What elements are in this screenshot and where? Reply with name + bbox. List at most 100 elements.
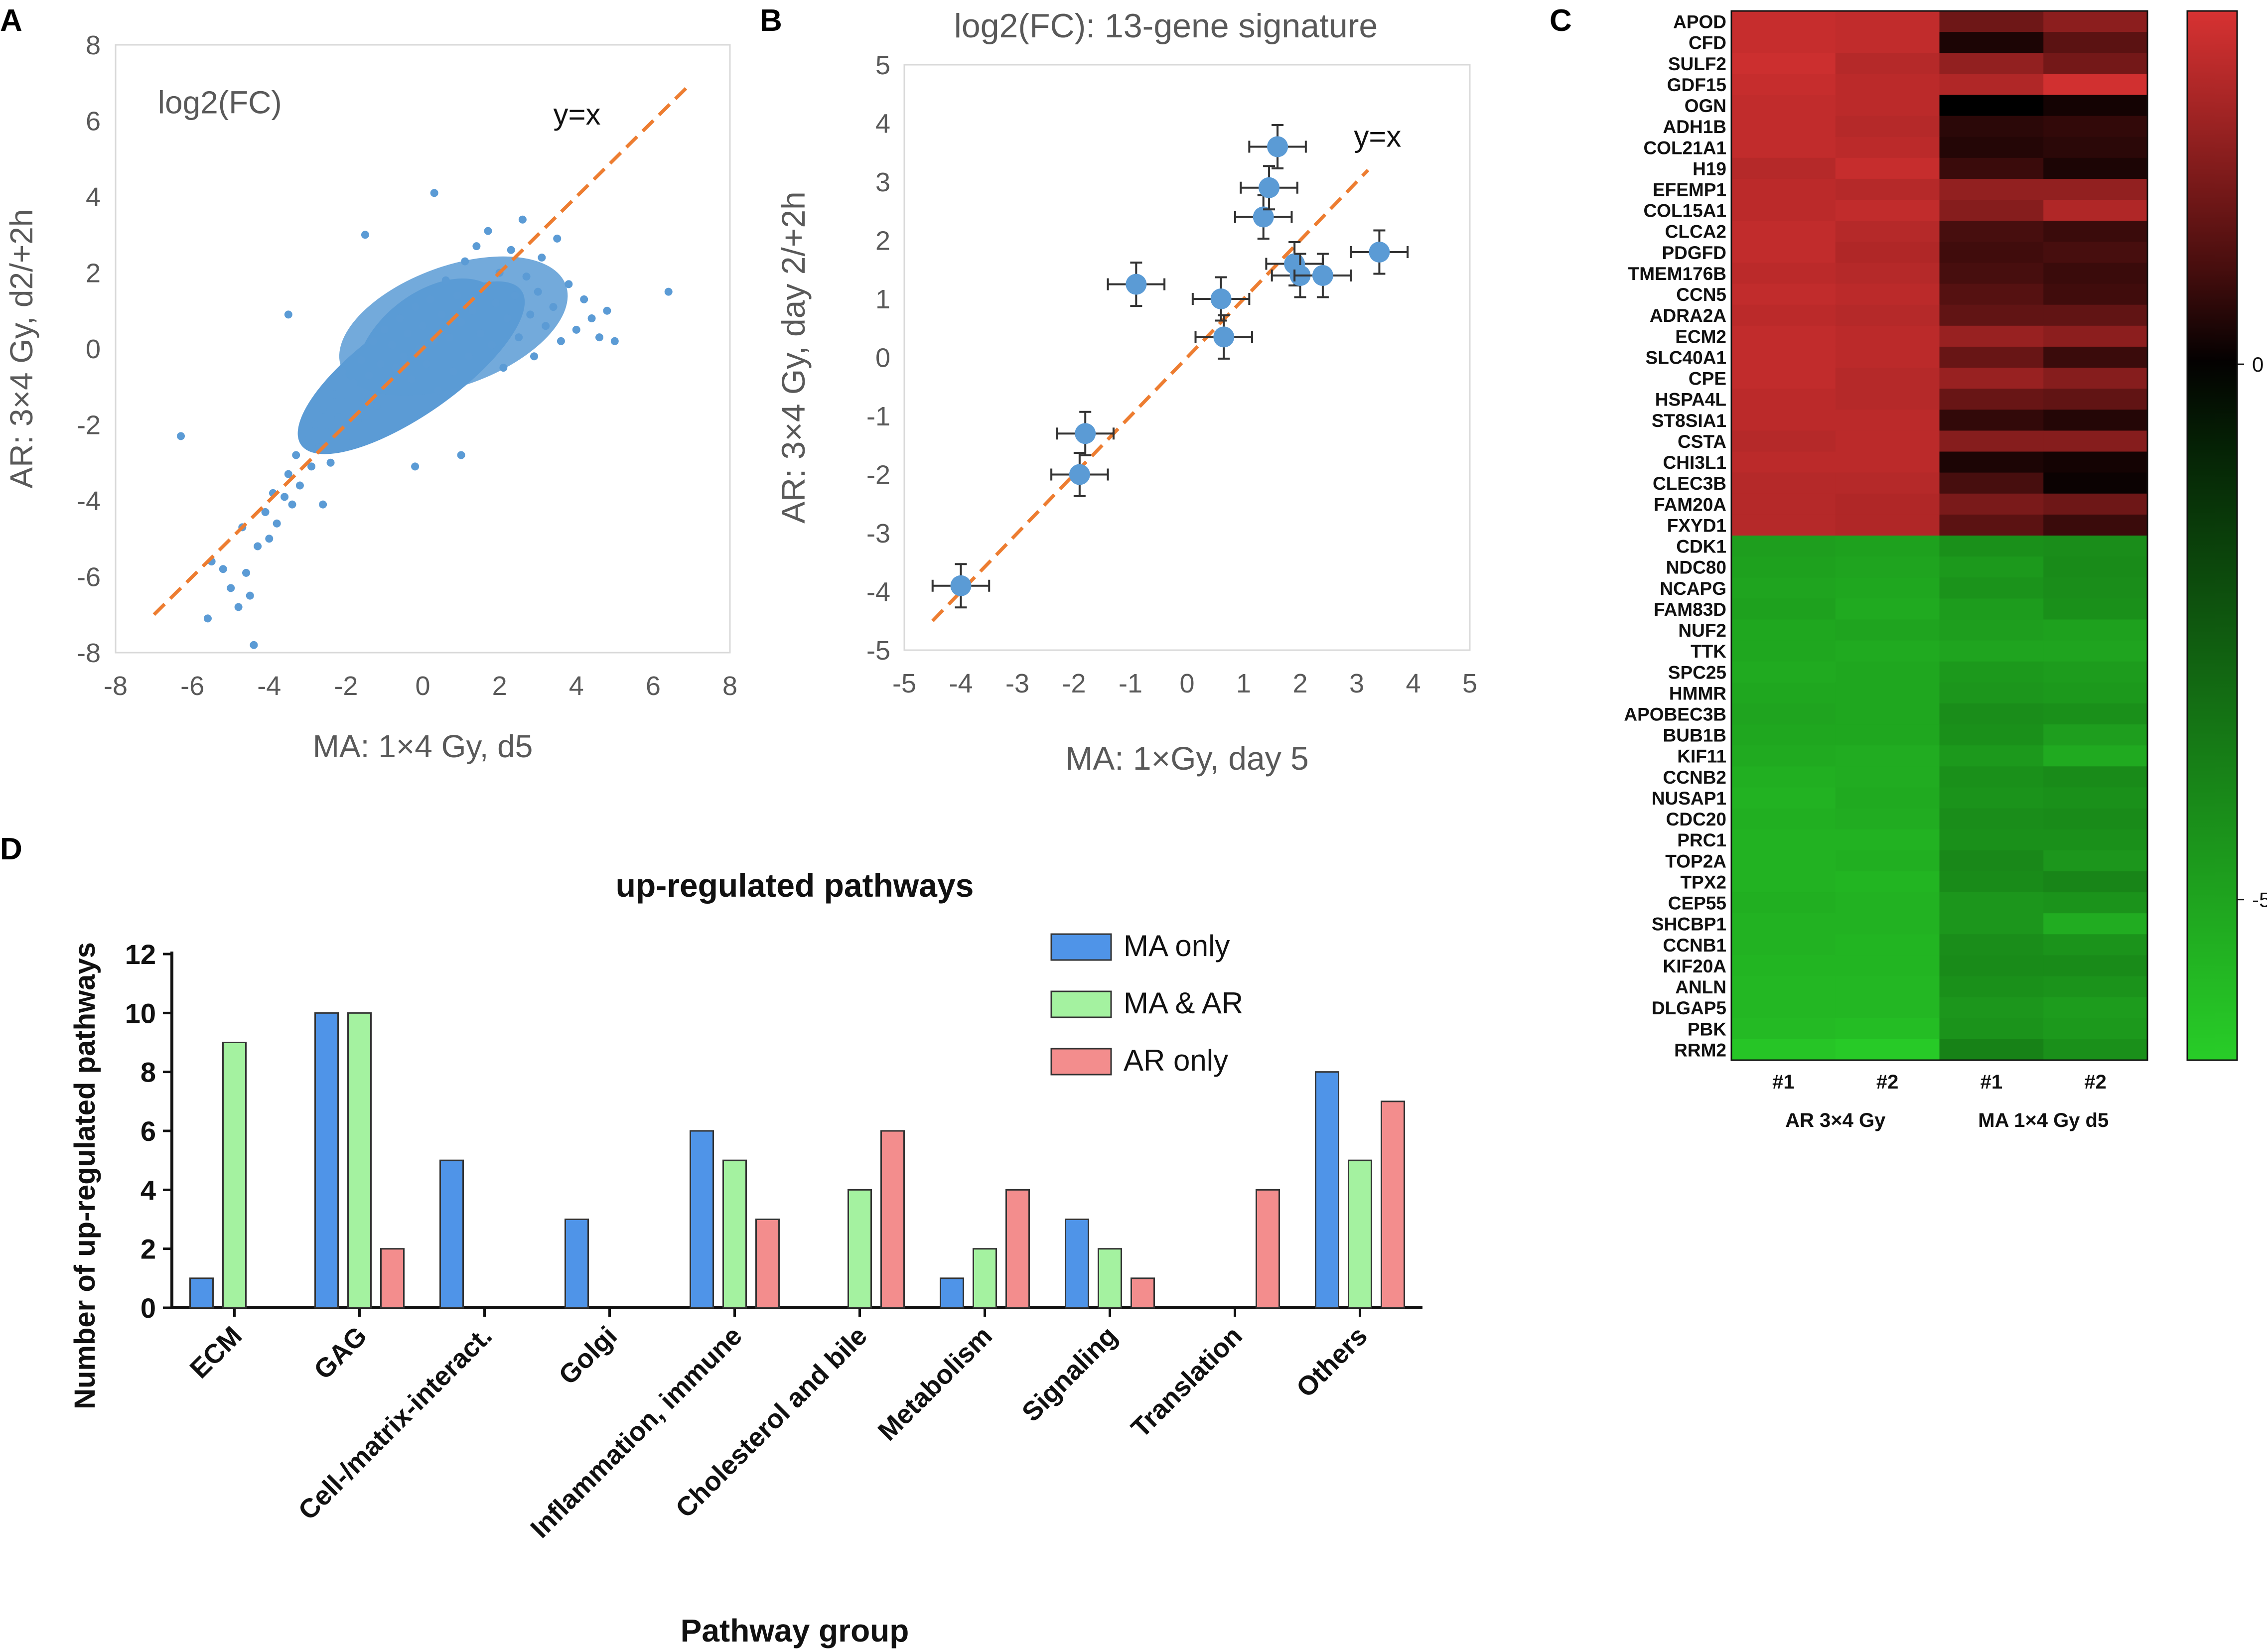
panel-b-scatter: -5 -4 -3 -2 -1 0 1 2 3 4 5 -5 -4 -3 -2 -1 0 1 2 3 4 5 y=x log2(… (775, 7, 1477, 777)
scatter-point (438, 310, 446, 319)
category-label: Inflammation, immune (525, 1321, 748, 1544)
scatter-point (250, 641, 258, 649)
scatter-point (407, 375, 416, 383)
heatmap-cell (1939, 955, 2044, 977)
heatmap-cell (1939, 11, 2044, 33)
gene-label: NCAPG (1660, 578, 1726, 599)
heatmap-cell (1939, 619, 2044, 641)
identity-line (931, 169, 1370, 622)
heatmap-cell (1731, 325, 1836, 347)
scatter-point (399, 352, 408, 361)
gene-label: KIF11 (1677, 746, 1726, 767)
identity-line-label: y=x (554, 98, 601, 131)
scatter-point (457, 451, 465, 459)
bar-ar-only (380, 1248, 405, 1309)
bar-ar-only (1005, 1189, 1030, 1309)
bar-ma-ar (848, 1189, 872, 1309)
heatmap-cell (1835, 137, 1940, 158)
heatmap-cell (2043, 221, 2148, 243)
heatmap-cell (1731, 157, 1836, 179)
heatmap-cell (1731, 997, 1836, 1019)
panel-c-heatmap: APODCFDSULF2GDF15OGNADH1BCOL21A1H19EFEMP… (1624, 10, 2267, 1131)
category-label: Others (1290, 1321, 1373, 1403)
gene-label: APOBEC3B (1624, 704, 1726, 724)
scatter-point (538, 254, 546, 262)
gene-label: SULF2 (1668, 54, 1726, 74)
heatmap-cell (1939, 661, 2044, 683)
scatter-point (522, 273, 531, 281)
scatter-point (503, 314, 512, 322)
category-label: GAG (308, 1321, 373, 1385)
y-axis-label: AR: 3×4 Gy, d2/+2h (3, 209, 39, 489)
scatter-point (177, 432, 185, 440)
heatmap-cell (2043, 598, 2148, 620)
scatter-point (457, 318, 465, 326)
scatter-point (369, 337, 377, 345)
heatmap-cell (2043, 242, 2148, 264)
scatter-point (284, 470, 292, 478)
scatter-point (461, 257, 469, 266)
heatmap-cell (2043, 892, 2148, 914)
heatmap-cell (1835, 766, 1940, 788)
heatmap-cell (1835, 640, 1940, 662)
heatmap-cell (1939, 32, 2044, 54)
heatmap-cell (2043, 283, 2148, 305)
gene-label: RRM2 (1674, 1040, 1726, 1060)
gene-label: TPX2 (1680, 872, 1726, 892)
heatmap-cell (1835, 32, 1940, 54)
scatter-point (441, 276, 450, 284)
signature-gene-point (1267, 136, 1288, 157)
heatmap-cell (1731, 556, 1836, 578)
gene-label: SPC25 (1668, 662, 1726, 683)
heatmap-cell (1939, 598, 2044, 620)
category-label: Metabolism (872, 1321, 998, 1446)
heatmap-cell (1835, 536, 1940, 557)
gene-label: CCNB2 (1663, 767, 1726, 788)
y-tick-label: 5 (875, 50, 890, 80)
heatmap-cell (1835, 472, 1940, 494)
heatmap-cell (2043, 913, 2148, 935)
heatmap-cell (1731, 598, 1836, 620)
gene-label: CDK1 (1676, 537, 1726, 557)
heatmap-cell (1731, 283, 1836, 305)
colorbar-tick-label: 0 (2252, 353, 2264, 376)
heatmap-cell (1939, 116, 2044, 138)
y-tick-label: 6 (86, 107, 101, 137)
heatmap-cell (1731, 619, 1836, 641)
x-axis-label: Pathway group (681, 1613, 909, 1649)
heatmap-cell (1731, 389, 1836, 411)
heatmap-cell (2043, 1018, 2148, 1040)
y-tick-label: -2 (866, 460, 890, 490)
legend-swatch (1050, 990, 1112, 1018)
y-tick-label: 6 (141, 1115, 156, 1147)
heatmap-cell (1939, 389, 2044, 411)
heatmap-cell (1939, 577, 2044, 599)
scatter-point (227, 584, 235, 592)
x-tick-label: -3 (1005, 669, 1029, 698)
heatmap-cell (1939, 808, 2044, 830)
heatmap-cell (1939, 53, 2044, 75)
heatmap-cell (2043, 787, 2148, 809)
y-tick-label: 10 (125, 997, 156, 1029)
scatter-point (322, 428, 331, 436)
scatter-point (445, 333, 454, 342)
x-tick-label: -2 (1062, 669, 1086, 698)
heatmap-cell (1939, 263, 2044, 284)
column-group-label: AR 3×4 Gy (1785, 1109, 1886, 1131)
heatmap-cell (2043, 976, 2148, 998)
plot-title: log2(FC) (158, 84, 282, 120)
scatter-point (361, 390, 369, 399)
heatmap-cell (1835, 11, 1940, 33)
heatmap-cell (1835, 871, 1940, 893)
heatmap-cell (1835, 221, 1940, 243)
heatmap-cell (2043, 95, 2148, 117)
scatter-point (423, 360, 431, 368)
heatmap-cell (1731, 304, 1836, 326)
scatter-point (434, 386, 442, 395)
heatmap-cell (1939, 745, 2044, 767)
x-axis-label: MA: 1×Gy, day 5 (1065, 740, 1309, 777)
scatter-point (361, 231, 369, 239)
heatmap-cell (1939, 451, 2044, 473)
heatmap-cell (1731, 200, 1836, 222)
scatter-point (411, 462, 420, 471)
